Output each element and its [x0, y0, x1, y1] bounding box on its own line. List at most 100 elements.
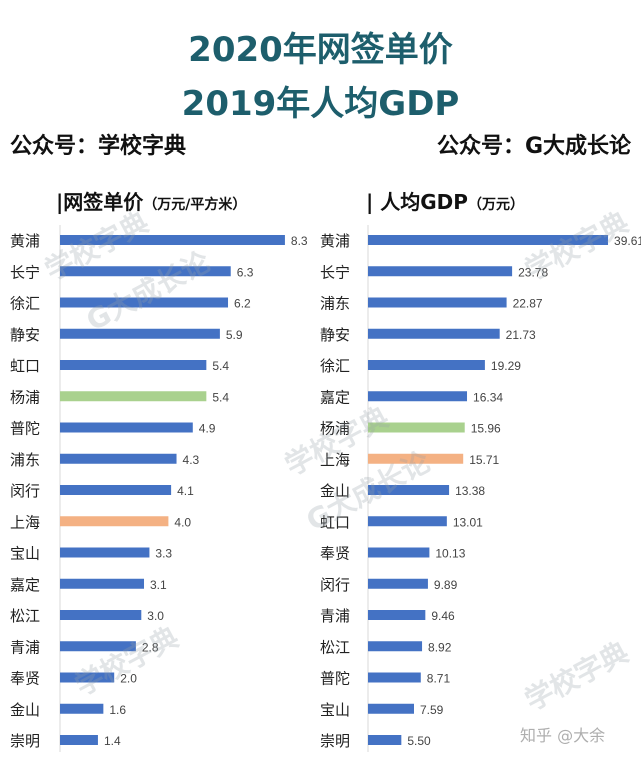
category-label: 闵行: [320, 576, 350, 594]
value-label: 2.0: [120, 672, 137, 686]
bar: [60, 422, 193, 433]
bar: [60, 360, 207, 370]
bar: [368, 735, 402, 745]
title-line-2: 2019年人均GDP: [181, 84, 460, 124]
left-title-unit: （万元/平方米）: [143, 197, 247, 213]
bar: [368, 235, 609, 245]
category-label: 长宁: [320, 263, 350, 281]
category-label: 嘉定: [10, 576, 40, 594]
bar: [368, 672, 421, 683]
category-label: 崇明: [320, 732, 350, 750]
category-label: 静安: [10, 326, 40, 344]
value-label: 4.3: [183, 453, 200, 467]
category-label: 徐汇: [10, 295, 40, 313]
category-label: 宝山: [320, 701, 350, 719]
bar: [60, 672, 115, 683]
category-label: 虹口: [10, 357, 40, 375]
bar: [368, 328, 500, 339]
category-label: 杨浦: [10, 388, 40, 406]
bar: [60, 391, 207, 402]
value-label: 21.73: [506, 328, 536, 342]
value-label: 8.3: [291, 234, 308, 248]
bar: [60, 547, 150, 558]
category-label: 嘉定: [320, 388, 350, 406]
bar: [60, 453, 177, 464]
category-label: 松江: [10, 607, 40, 625]
value-label: 4.0: [174, 515, 191, 529]
category-label: 奉贤: [10, 670, 40, 688]
bar: [368, 703, 414, 714]
value-label: 22.87: [513, 297, 543, 311]
left-title-text: |网签单价: [56, 190, 144, 214]
bar: [368, 516, 447, 527]
category-label: 徐汇: [320, 357, 350, 375]
left-source: 公众号：学校字典: [10, 134, 187, 159]
bar: [60, 235, 285, 245]
value-label: 19.29: [491, 359, 521, 373]
bar: [368, 422, 465, 433]
bar: [368, 578, 428, 589]
value-label: 15.71: [469, 453, 499, 467]
value-label: 13.38: [455, 484, 485, 498]
category-label: 青浦: [320, 607, 350, 625]
value-label: 23.78: [518, 265, 548, 279]
value-label: 4.1: [177, 484, 194, 498]
category-label: 浦东: [320, 295, 350, 313]
value-label: 10.13: [435, 547, 465, 561]
bar: [368, 453, 464, 464]
right-title-text: | 人均GDP: [366, 190, 468, 214]
value-label: 5.9: [226, 328, 243, 342]
value-label: 39.61: [614, 234, 641, 248]
left-chart-title: |网签单价（万元/平方米）: [56, 186, 246, 215]
category-label: 长宁: [10, 263, 40, 281]
value-label: 5.50: [407, 734, 431, 748]
value-label: 3.1: [150, 578, 167, 592]
value-label: 9.46: [431, 609, 455, 623]
category-label: 上海: [10, 513, 40, 531]
category-label: 杨浦: [320, 420, 350, 438]
category-label: 金山: [320, 482, 350, 500]
category-label: 宝山: [10, 545, 40, 563]
bar: [60, 266, 231, 277]
value-label: 6.2: [234, 297, 251, 311]
value-label: 1.6: [109, 703, 126, 717]
bar: [368, 485, 450, 495]
bar: [368, 360, 485, 370]
bar: [368, 266, 513, 277]
category-label: 静安: [320, 326, 350, 344]
bar: [368, 297, 507, 308]
value-label: 15.96: [471, 422, 501, 436]
bar: [60, 328, 220, 339]
bar: [60, 610, 142, 620]
category-label: 浦东: [10, 451, 40, 469]
category-label: 青浦: [10, 638, 40, 656]
right-chart-title: | 人均GDP（万元）: [366, 186, 524, 215]
value-label: 9.89: [434, 578, 458, 592]
value-label: 3.3: [155, 547, 172, 561]
value-label: 2.8: [142, 640, 159, 654]
category-label: 奉贤: [320, 545, 350, 563]
value-label: 16.34: [473, 390, 503, 404]
value-label: 8.92: [428, 640, 452, 654]
bar: [60, 485, 172, 495]
category-label: 虹口: [320, 513, 350, 531]
category-label: 普陀: [320, 670, 350, 688]
category-label: 金山: [10, 701, 40, 719]
category-label: 松江: [320, 638, 350, 656]
value-label: 1.4: [104, 734, 121, 748]
bar: [60, 703, 104, 714]
category-label: 普陀: [10, 420, 40, 438]
value-label: 13.01: [453, 515, 483, 529]
value-label: 4.9: [199, 422, 216, 436]
bar: [60, 516, 169, 527]
category-label: 黄浦: [320, 232, 350, 250]
bar: [368, 641, 423, 652]
right-title-unit: （万元）: [467, 197, 524, 213]
value-label: 7.59: [420, 703, 444, 717]
value-label: 3.0: [147, 609, 164, 623]
right-source: 公众号：G大成长论: [436, 134, 631, 159]
bar: [60, 297, 229, 308]
value-label: 8.71: [427, 672, 451, 686]
category-label: 黄浦: [10, 232, 40, 250]
